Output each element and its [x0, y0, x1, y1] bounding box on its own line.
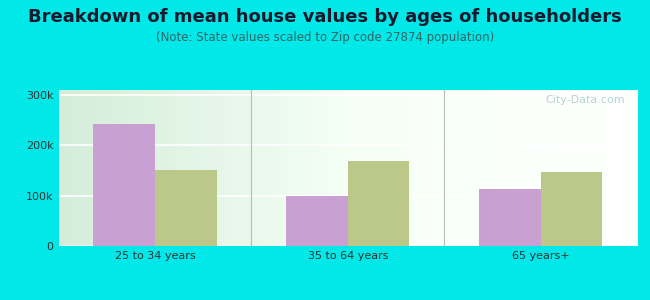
Text: City-Data.com: City-Data.com: [546, 95, 625, 105]
Bar: [541, 172, 603, 246]
Bar: [93, 124, 155, 246]
Bar: [479, 189, 541, 246]
Bar: [348, 161, 410, 246]
Bar: [286, 196, 348, 246]
Legend: Zip code 27874, North Carolina: Zip code 27874, North Carolina: [201, 296, 495, 300]
Bar: [155, 169, 216, 246]
Text: (Note: State values scaled to Zip code 27874 population): (Note: State values scaled to Zip code 2…: [156, 32, 494, 44]
Text: Breakdown of mean house values by ages of householders: Breakdown of mean house values by ages o…: [28, 8, 622, 26]
